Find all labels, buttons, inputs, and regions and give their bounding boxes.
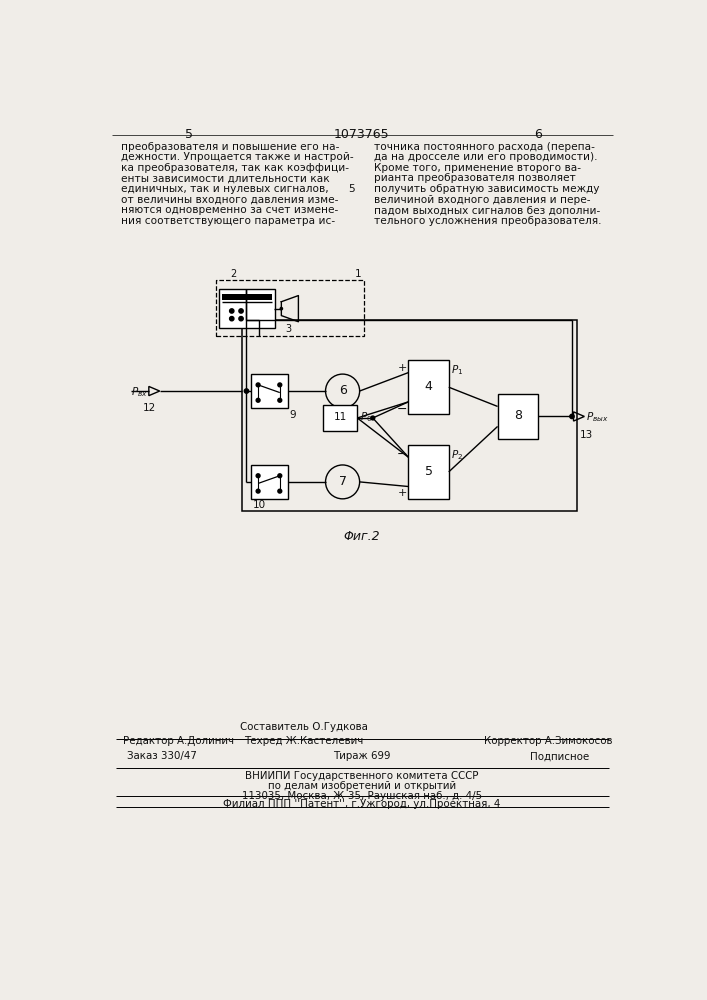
Text: 6: 6 [534,128,542,141]
Circle shape [278,474,281,478]
Circle shape [245,389,249,393]
Text: 5: 5 [349,184,355,194]
Text: 8: 8 [514,409,522,422]
Circle shape [278,383,281,387]
Text: да на дросселе или его проводимости).: да на дросселе или его проводимости). [373,152,597,162]
Text: дежности. Упрощается также и настрой-: дежности. Упрощается также и настрой- [121,152,354,162]
Bar [223,294,272,300]
Text: Филиал ППП ''Патент'', г.Ужгород, ул.Проектная, 4: Филиал ППП ''Патент'', г.Ужгород, ул.Про… [223,799,501,809]
Text: 1073765: 1073765 [334,128,390,141]
Text: падом выходных сигналов без дополни-: падом выходных сигналов без дополни- [373,205,600,215]
Text: Тираж 699: Тираж 699 [333,751,391,761]
Text: $P_{вых}$: $P_{вых}$ [586,410,609,424]
Circle shape [278,398,281,402]
Text: Заказ 330/47: Заказ 330/47 [127,751,197,761]
Text: +: + [397,363,407,373]
Bar [242,320,577,511]
Text: 2: 2 [230,269,236,279]
Text: 5: 5 [425,465,433,478]
Text: Корректор А.Зимокосов: Корректор А.Зимокосов [484,736,612,746]
Text: Подписное: Подписное [530,751,590,761]
Text: 5: 5 [185,128,193,141]
Text: 10: 10 [252,500,266,510]
Text: енты зависимости длительности как: енты зависимости длительности как [121,173,329,183]
Circle shape [280,307,283,310]
Circle shape [239,309,243,313]
Circle shape [256,383,260,387]
Bar [219,289,275,328]
Bar [216,280,363,336]
Text: +: + [397,488,407,498]
Text: 1: 1 [354,269,361,279]
Circle shape [256,474,260,478]
Circle shape [256,398,260,402]
Text: от величины входного давления изме-: от величины входного давления изме- [121,195,339,205]
Text: 11: 11 [334,412,347,422]
Circle shape [570,414,574,419]
Text: преобразователя и повышение его на-: преобразователя и повышение его на- [121,142,339,152]
Text: 113035, Москва, Ж-35, Раушская наб., д. 4/5: 113035, Москва, Ж-35, Раушская наб., д. … [242,791,482,801]
Text: $P_{вх}$: $P_{вх}$ [131,385,148,399]
Text: Φиг.2: Φиг.2 [344,530,380,543]
Text: 13: 13 [580,430,593,440]
Text: точника постоянного расхода (перепа-: точника постоянного расхода (перепа- [373,142,595,152]
Text: 7: 7 [339,475,346,488]
Text: −: − [397,448,407,461]
Circle shape [371,416,375,420]
Text: $P_1$: $P_1$ [451,363,463,377]
Bar [323,405,357,431]
Text: 4: 4 [425,380,433,393]
Circle shape [230,309,234,313]
Text: $P_2$: $P_2$ [451,448,463,462]
Text: получить обратную зависимость между: получить обратную зависимость между [373,184,599,194]
Circle shape [256,489,260,493]
Bar [498,394,538,439]
Text: тельного усложнения преобразователя.: тельного усложнения преобразователя. [373,216,601,226]
Text: няются одновременно за счет измене-: няются одновременно за счет измене- [121,205,338,215]
Bar [409,360,449,414]
Text: 9: 9 [290,410,296,420]
Text: ка преобразователя, так как коэффици-: ка преобразователя, так как коэффици- [121,163,349,173]
Circle shape [239,317,243,321]
Text: 3: 3 [285,324,291,334]
Circle shape [230,317,234,321]
Bar [409,445,449,499]
Text: Техред Ж.Кастелевич: Техред Ж.Кастелевич [244,736,363,746]
Text: рианта преобразователя позволяет: рианта преобразователя позволяет [373,173,575,183]
Text: 12: 12 [143,403,156,413]
Text: $P_0$: $P_0$ [360,410,372,424]
Text: ния соответствующего параметра ис-: ния соответствующего параметра ис- [121,216,335,226]
Bar [251,465,288,499]
Text: Редактор А.Долинич: Редактор А.Долинич [123,736,234,746]
Text: 6: 6 [339,384,346,397]
Bar [251,374,288,408]
Text: −: − [397,403,407,416]
Circle shape [278,489,281,493]
Text: единичных, так и нулевых сигналов,: единичных, так и нулевых сигналов, [121,184,329,194]
Text: ВНИИПИ Государственного комитета СССР: ВНИИПИ Государственного комитета СССР [245,771,479,781]
Text: величиной входного давления и пере-: величиной входного давления и пере- [373,195,590,205]
Text: Составитель О.Гудкова: Составитель О.Гудкова [240,722,368,732]
Text: по делам изобретений и открытий: по делам изобретений и открытий [268,781,456,791]
Text: Кроме того, применение второго ва-: Кроме того, применение второго ва- [373,163,580,173]
